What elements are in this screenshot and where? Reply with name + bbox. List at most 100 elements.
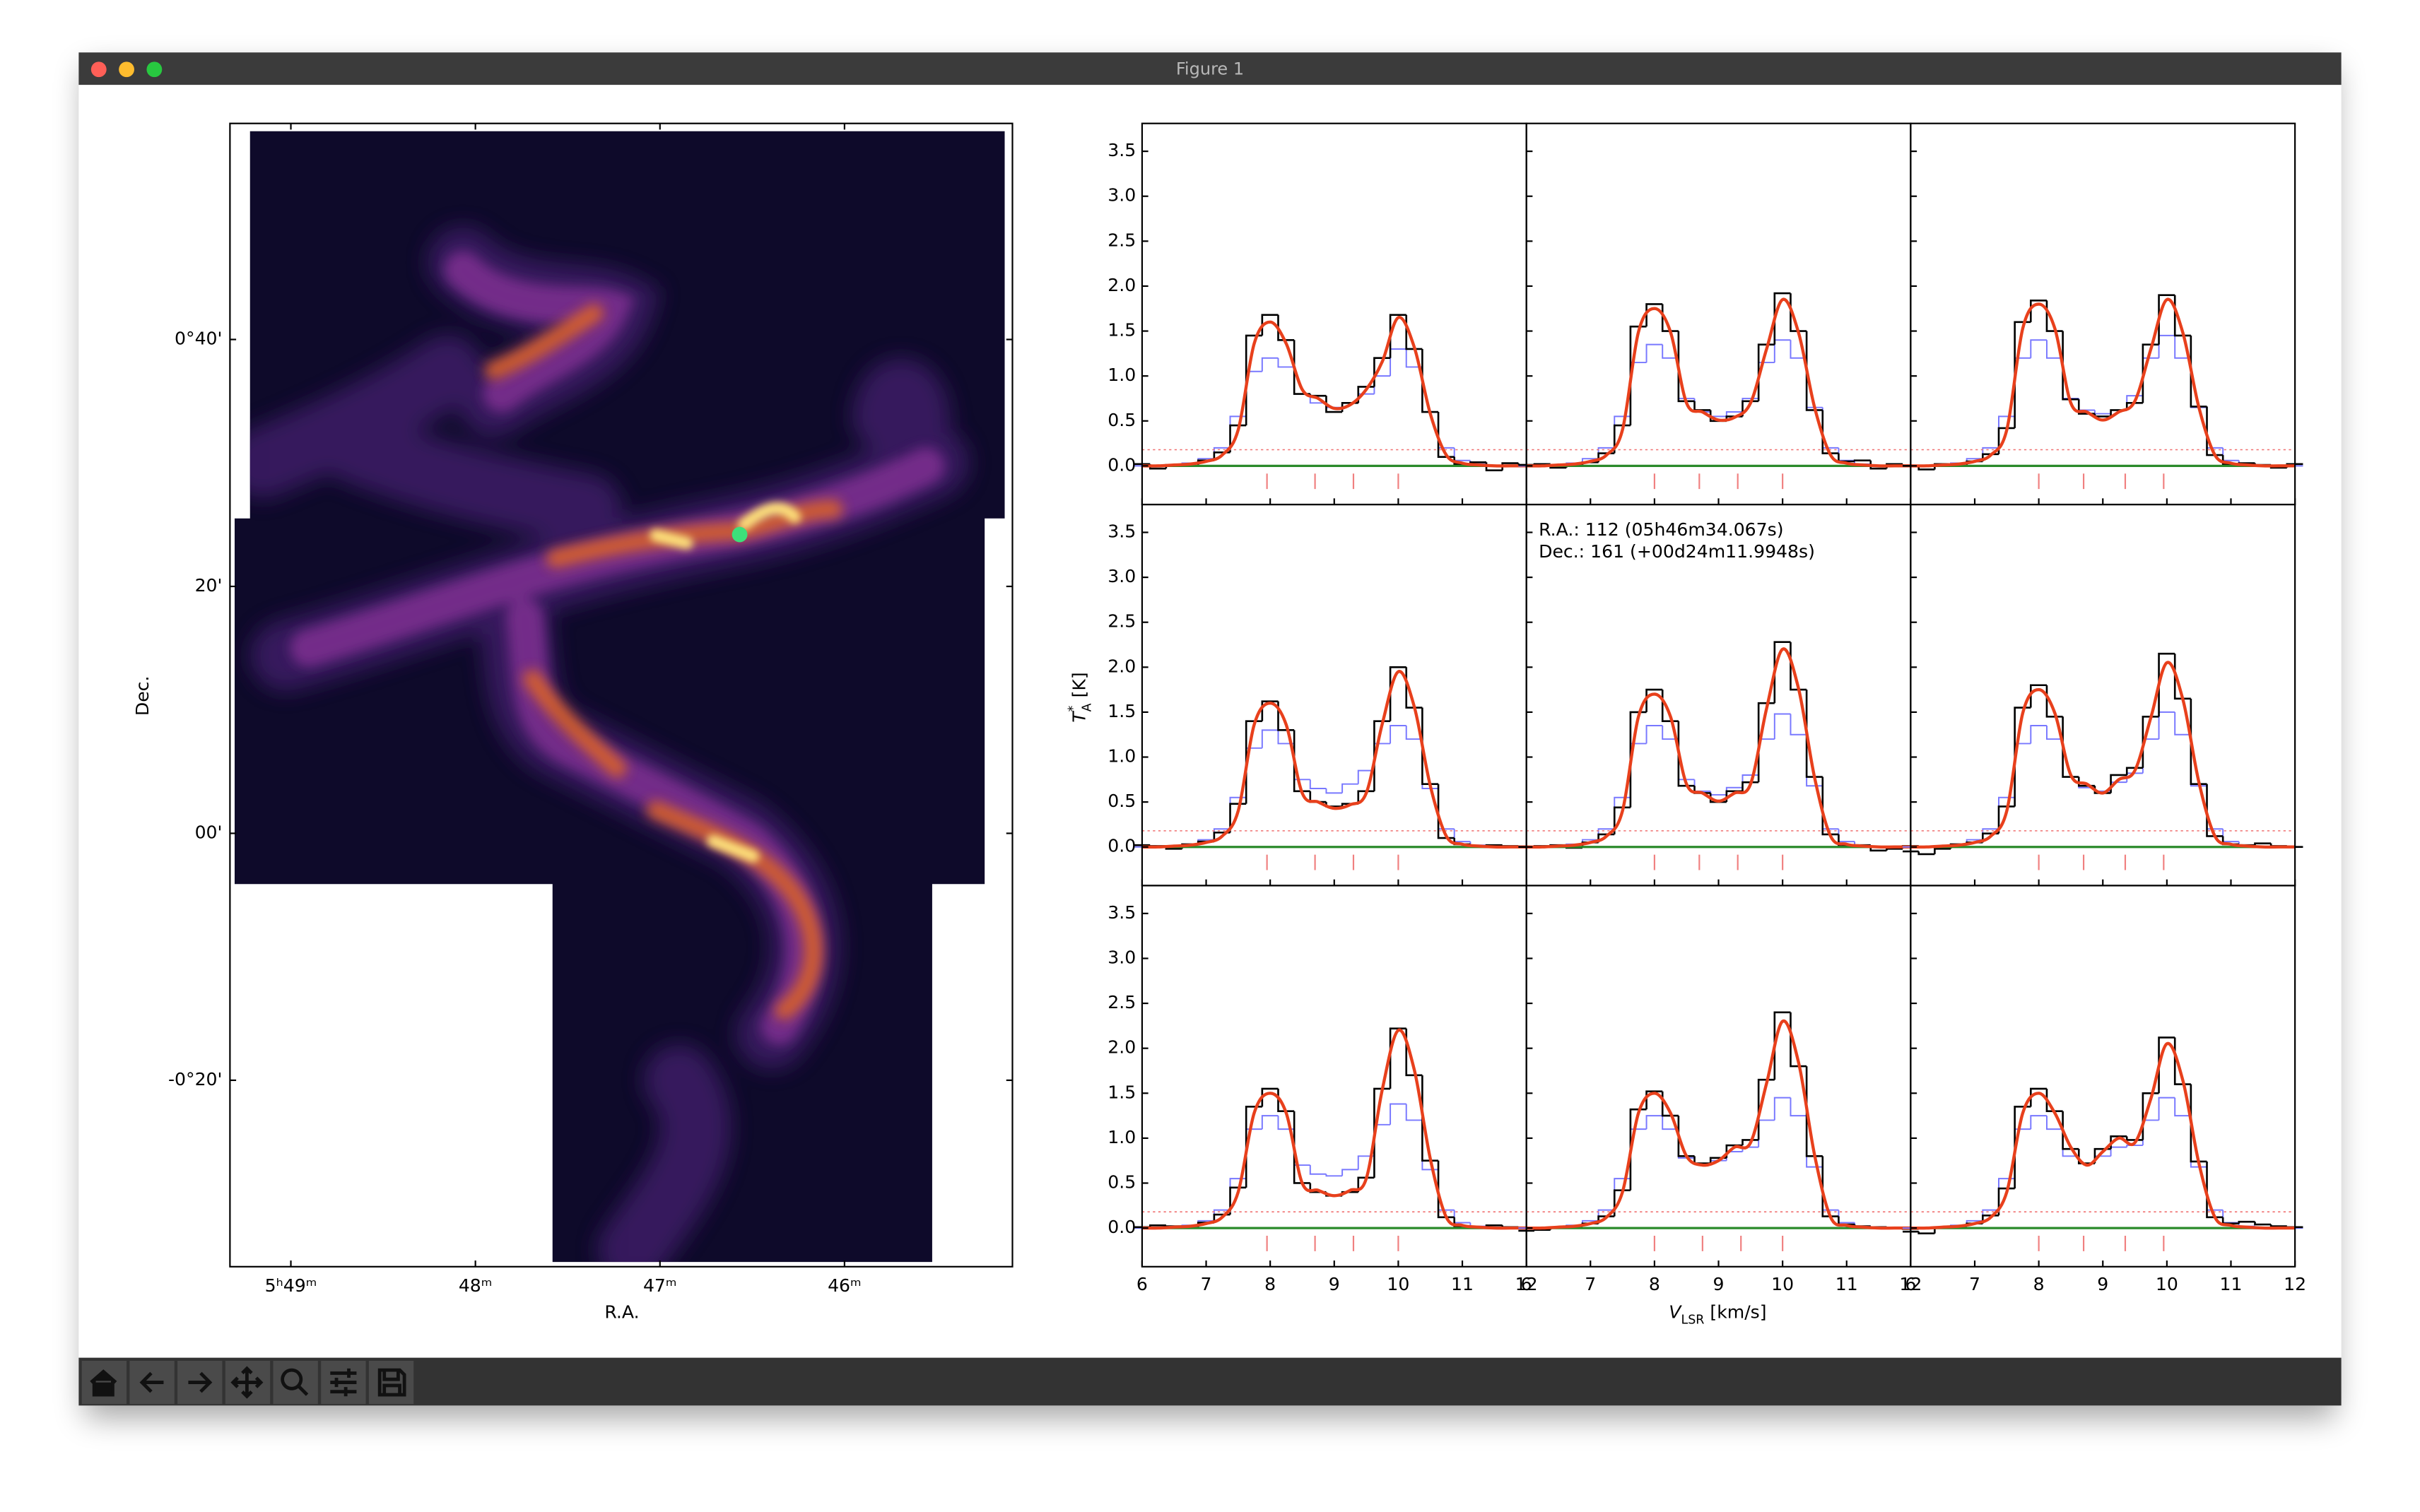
x-axis-label-unit: [km/s] xyxy=(1704,1301,1766,1322)
forward-icon xyxy=(188,1371,213,1393)
zoom-rect-button[interactable] xyxy=(273,1360,318,1405)
observed-step xyxy=(1917,851,1935,856)
x-tick-label: 6 xyxy=(1905,1274,1916,1294)
observed-step xyxy=(1741,400,1759,417)
observed-step xyxy=(1261,1087,1279,1107)
observed-step xyxy=(1773,1011,1791,1080)
y-tick-label: 3.5 xyxy=(1108,521,1136,541)
observed-step xyxy=(1613,806,1631,834)
observed-step xyxy=(1389,1027,1406,1089)
x-tick-label: 12 xyxy=(1899,1274,1922,1294)
fit-curve xyxy=(1526,647,1911,849)
y-axis-label-subscript: A xyxy=(1081,703,1095,711)
observed-step xyxy=(1389,666,1406,721)
x-tick-label: 5ʰ49ᵐ xyxy=(265,1275,317,1296)
observed-step xyxy=(2158,652,2175,717)
x-tick-label: 8 xyxy=(1649,1274,1660,1294)
observed-step xyxy=(2158,1036,2175,1094)
model-step xyxy=(2126,1145,2143,1147)
observed-step xyxy=(2029,1087,2047,1107)
model-step xyxy=(2030,339,2047,358)
x-tick-label: 7 xyxy=(1585,1274,1596,1294)
position-annotation: R.A.: 112 (05h46m34.067s) xyxy=(1539,519,1783,540)
y-tick-label: 1.5 xyxy=(1108,320,1136,341)
y-axis-label: Dec. xyxy=(132,676,153,716)
y-tick-label: 2.0 xyxy=(1108,1037,1136,1058)
observed-step xyxy=(1805,331,1823,411)
observed-step xyxy=(1805,1066,1823,1157)
model-step xyxy=(1725,411,1743,417)
y-tick-label: 3.0 xyxy=(1108,185,1136,206)
model-step xyxy=(1357,769,1375,784)
y-tick-label: 0.0 xyxy=(1108,1217,1136,1237)
model-step xyxy=(2030,725,2047,744)
y-tick-label: 00' xyxy=(195,822,223,842)
model-step xyxy=(1341,783,1358,793)
model-step xyxy=(1790,714,1807,736)
model-step xyxy=(2045,725,2063,740)
observed-step xyxy=(1645,303,1663,327)
map-frame xyxy=(229,122,1014,1268)
zoom-button[interactable] xyxy=(146,61,163,78)
observed-step xyxy=(1821,776,1839,836)
y-tick-label: 0.0 xyxy=(1108,836,1136,856)
observed-step xyxy=(1886,847,1903,851)
observed-step xyxy=(2254,842,2272,846)
y-tick-label: 3.0 xyxy=(1108,566,1136,586)
model-step xyxy=(1662,344,1679,359)
x-tick-label: 9 xyxy=(2097,1274,2108,1294)
model-step xyxy=(1405,1104,1423,1121)
model-step xyxy=(2045,1116,2063,1130)
fit-curve xyxy=(1141,1028,1527,1230)
model-step xyxy=(1277,730,1295,745)
observed-step xyxy=(2062,331,2079,401)
observed-step xyxy=(2269,1224,2287,1227)
observed-step xyxy=(2062,716,2079,778)
observed-step xyxy=(1934,847,1951,854)
model-step xyxy=(1277,358,1295,368)
observed-step xyxy=(1421,348,1439,413)
observed-step xyxy=(1773,292,1791,345)
fit-curve xyxy=(1141,316,1527,468)
model-step xyxy=(2174,1097,2191,1117)
y-axis-label-unit: [K] xyxy=(1069,672,1090,703)
model-step xyxy=(1390,725,1406,744)
model-step xyxy=(2030,1115,2047,1130)
x-tick-label: 46ᵐ xyxy=(828,1275,862,1296)
observed-step xyxy=(2029,684,2047,708)
observed-step xyxy=(1421,1075,1439,1162)
x-axis-label: VLSR [km/s] xyxy=(1669,1301,1766,1327)
model-step xyxy=(1261,357,1279,372)
minimize-button[interactable] xyxy=(119,61,134,78)
zoom-icon xyxy=(281,1368,309,1396)
model-step xyxy=(1325,789,1343,794)
fit-curve xyxy=(1910,1041,2296,1230)
fit-curve xyxy=(1526,297,1911,468)
observed-step xyxy=(1325,396,1343,413)
position-annotation: Dec.: 161 (+00d24m11.9948s) xyxy=(1539,541,1815,562)
observed-step xyxy=(2190,335,2207,408)
spectrum-panel: 6 7 8 9 10 11 12 xyxy=(1903,885,2306,1294)
save-icon xyxy=(377,1368,406,1397)
y-tick-label: 0°40' xyxy=(175,328,222,348)
pan-icon xyxy=(230,1366,264,1399)
observed-step xyxy=(1677,331,1695,403)
close-button[interactable] xyxy=(90,61,107,78)
model-step xyxy=(1405,348,1423,368)
position-marker xyxy=(732,526,748,543)
x-tick-label: 11 xyxy=(1451,1274,1474,1294)
model-step xyxy=(1773,713,1791,740)
y-tick-label: 2.0 xyxy=(1108,656,1136,676)
model-step xyxy=(1309,779,1327,790)
model-step xyxy=(1261,729,1279,748)
y-tick-label: 3.5 xyxy=(1108,140,1136,160)
save-button[interactable] xyxy=(368,1360,414,1405)
x-tick-label: 9 xyxy=(1713,1274,1725,1294)
model-step xyxy=(1325,1174,1343,1177)
model-step xyxy=(2158,1097,2175,1121)
x-tick-label: 7 xyxy=(1969,1274,1980,1294)
observed-step xyxy=(2238,1220,2255,1224)
y-tick-label: -0°20' xyxy=(168,1069,222,1089)
